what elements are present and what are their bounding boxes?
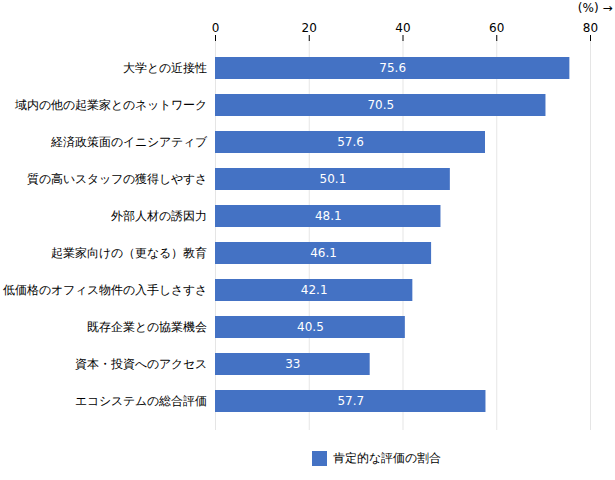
svg-text:33: 33 — [285, 357, 300, 371]
svg-text:75.6: 75.6 — [379, 61, 406, 75]
svg-text:46.1: 46.1 — [310, 246, 337, 260]
svg-text:50.1: 50.1 — [320, 172, 347, 186]
svg-text:57.7: 57.7 — [337, 394, 364, 408]
svg-text:外部人材の誘因力: 外部人材の誘因力 — [111, 209, 207, 223]
svg-text:大学との近接性: 大学との近接性 — [123, 61, 207, 75]
svg-text:57.6: 57.6 — [337, 135, 364, 149]
svg-text:60: 60 — [489, 21, 504, 35]
svg-text:20: 20 — [302, 21, 317, 35]
svg-text:48.1: 48.1 — [315, 209, 342, 223]
svg-text:既存企業との協業機会: 既存企業との協業機会 — [87, 320, 207, 334]
svg-text:70.5: 70.5 — [367, 98, 394, 112]
svg-text:域内の他の起業家とのネットワーク: 域内の他の起業家とのネットワーク — [14, 98, 207, 112]
svg-text:資本・投資へのアクセス: 資本・投資へのアクセス — [75, 357, 207, 371]
svg-text:質の高いスタッフの獲得しやすさ: 質の高いスタッフの獲得しやすさ — [27, 172, 207, 186]
svg-text:経済政策面のイニシアティブ: 経済政策面のイニシアティブ — [50, 135, 208, 149]
svg-text:40: 40 — [395, 21, 410, 35]
svg-text:起業家向けの（更なる）教育: 起業家向けの（更なる）教育 — [51, 246, 207, 260]
svg-text:低価格のオフィス物件の入手しさすさ: 低価格のオフィス物件の入手しさすさ — [3, 283, 207, 297]
svg-text:(%) →: (%) → — [578, 1, 613, 15]
html-text:肯定的な評価の割合: 肯定的な評価の割合 — [333, 451, 441, 465]
svg-text:0: 0 — [212, 21, 220, 35]
svg-text:42.1: 42.1 — [301, 283, 328, 297]
svg-text:80: 80 — [583, 21, 598, 35]
svg-text:40.5: 40.5 — [297, 320, 324, 334]
svg-text:エコシステムの総合評価: エコシステムの総合評価 — [75, 394, 207, 408]
